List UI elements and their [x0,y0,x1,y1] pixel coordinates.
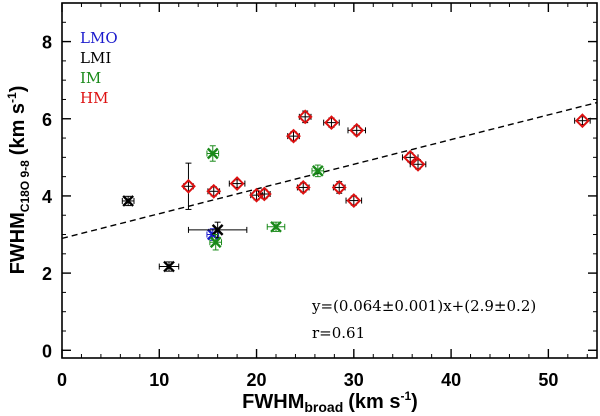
y-axis-title-sub: C18O 9-8 [18,160,32,212]
x-marker-stroke [163,260,175,273]
regression-line [61,101,598,240]
legend-item-lmo: LMO [80,29,118,47]
y-tick-label: 4 [42,187,52,207]
point-hm [256,186,272,202]
diamond-marker [286,128,301,144]
diamond-marker [295,180,311,195]
y-tick-label: 6 [42,110,52,130]
point-hm [331,180,347,195]
point-lmi [187,221,248,239]
diamond-marker [346,193,362,208]
point-lmi [121,195,135,207]
data-points [121,109,591,273]
y-axis-title-units-close: ) [7,86,29,93]
diamond-marker [574,113,590,129]
x-tick-label: 10 [149,370,169,390]
point-im [311,164,325,178]
diamond-marker [349,122,365,138]
point-im [266,220,286,233]
x-tick-label: 30 [344,370,364,390]
point-hm [409,156,427,172]
point-hm [347,122,366,138]
diamond-marker [181,178,196,194]
diamond-marker [206,183,222,199]
plot-frame [61,2,598,359]
point-im [206,145,220,162]
point-hm [286,128,301,144]
legend-item-im: IM [80,69,101,87]
x-tick-label: 20 [247,370,267,390]
point-hm [323,115,340,131]
y-axis-title-units-sup: -1 [5,92,19,103]
point-hm [206,183,222,199]
x-axis-title-units: (km s [348,391,400,413]
tick-labels: 0 10 20 30 40 50 0 2 4 6 8 [42,33,558,390]
diamond-marker [256,186,272,202]
x-axis-title-sub: broad [304,399,343,415]
x-tick-label: 0 [57,370,67,390]
point-hm [345,193,363,208]
y-tick-label: 0 [42,341,52,361]
x-tick-label: 40 [441,370,461,390]
point-im [209,234,223,251]
x-marker-stroke [211,224,224,236]
y-axis-title-main: FWHM [7,212,29,274]
diamond-marker [324,115,339,131]
diamond-marker [297,109,313,125]
x-marker-stroke [311,165,324,177]
x-axis-title-main: FWHM [242,391,304,413]
y-axis-title-units: (km s [7,103,29,155]
point-hm [297,109,313,125]
legend-item-lmi: LMI [80,49,111,67]
x-marker-stroke [122,195,134,207]
fit-equation: y=(0.064±0.001)x+(2.9±0.2) [311,297,536,315]
x-axis-title: FWHMbroad (km s-1) [242,389,418,415]
diamond-marker [331,180,347,195]
x-axis-title-units-sup: -1 [401,389,412,403]
y-tick-label: 8 [42,33,52,53]
x-tick-label: 50 [538,370,558,390]
point-hm [295,180,311,195]
point-hm [228,176,246,192]
diamond-marker [229,176,245,192]
point-lmi [158,260,180,273]
y-tick-label: 2 [42,264,52,284]
point-hm [574,113,591,129]
legend-item-hm: HM [80,89,108,107]
x-marker-stroke [206,147,219,160]
correlation-coefficient: r=0.61 [312,324,365,342]
diamond-marker [410,156,426,172]
x-axis-title-units-close: ) [411,391,418,413]
point-hm [181,162,196,210]
fit-line [61,101,598,240]
x-marker-stroke [270,220,282,233]
legend: LMO LMI IM HM [80,29,118,107]
axis-ticks [61,3,597,358]
x-marker-stroke [209,236,222,249]
y-axis-title: FWHMC18O 9-8 (km s-1) [5,86,32,275]
